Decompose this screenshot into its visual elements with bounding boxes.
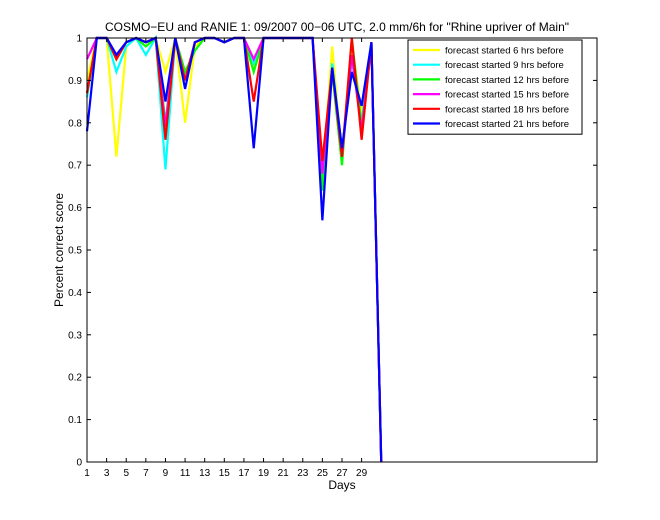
x-tick-label: 9 bbox=[163, 468, 169, 479]
x-axis-label: Days bbox=[328, 478, 355, 492]
legend-entry-label: forecast started 15 hrs before bbox=[445, 90, 569, 101]
chart-title: COSMO−EU and RANIE 1: 09/2007 00−06 UTC,… bbox=[105, 20, 569, 34]
legend-entry-label: forecast started 9 hrs before bbox=[445, 60, 564, 71]
legend-entry-label: forecast started 21 hrs before bbox=[445, 119, 569, 130]
x-tick-label: 19 bbox=[258, 468, 270, 479]
x-tick-label: 11 bbox=[180, 468, 191, 479]
x-tick-label: 27 bbox=[336, 468, 348, 479]
y-tick-label: 0.2 bbox=[68, 373, 82, 384]
x-tick-label: 21 bbox=[278, 468, 290, 479]
ticks-layer: 1 3 5 7 9 11 13 15 17 19 21 23 25 27 2900.10.20.30.40.… bbox=[68, 34, 597, 479]
y-axis-label: Percent correct score bbox=[52, 193, 66, 307]
y-tick-label: 0.6 bbox=[68, 203, 82, 214]
legend-entry-label: forecast started 6 hrs before bbox=[445, 46, 564, 57]
legend: forecast started 6 hrs before forecast st… bbox=[407, 39, 583, 135]
x-tick-label: 23 bbox=[297, 468, 309, 479]
x-tick-label: 5 bbox=[123, 468, 129, 479]
x-tick-label: 25 bbox=[317, 468, 329, 479]
y-tick-label: 1 bbox=[76, 34, 82, 45]
y-tick-label: 0.3 bbox=[68, 330, 82, 341]
legend-box bbox=[407, 39, 583, 135]
legend-entry-label: forecast started 12 hrs before bbox=[445, 75, 569, 86]
y-tick-label: 0.1 bbox=[68, 415, 82, 426]
x-tick-label: 29 bbox=[356, 468, 368, 479]
x-tick-label: 3 bbox=[104, 468, 110, 479]
y-tick-label: 0.5 bbox=[68, 246, 82, 257]
y-tick-label: 0.4 bbox=[68, 288, 82, 299]
x-tick-label: 1 bbox=[84, 468, 90, 479]
x-tick-label: 13 bbox=[199, 468, 211, 479]
y-tick-label: 0.9 bbox=[68, 76, 82, 87]
y-tick-label: 0.7 bbox=[68, 161, 82, 172]
x-tick-label: 7 bbox=[143, 468, 149, 479]
x-tick-label: 15 bbox=[219, 468, 231, 479]
y-tick-label: 0.8 bbox=[68, 118, 82, 129]
legend-entry-label: forecast started 18 hrs before bbox=[445, 104, 569, 115]
x-tick-label: 17 bbox=[238, 468, 250, 479]
y-tick-label: 0 bbox=[76, 458, 82, 469]
